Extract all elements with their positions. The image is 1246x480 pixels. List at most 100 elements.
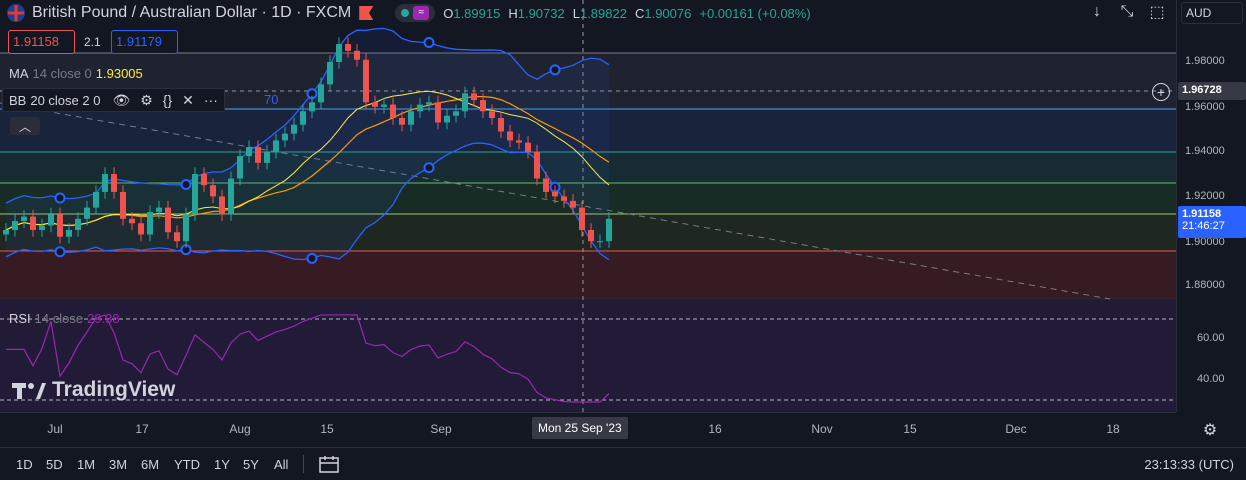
market-closed-flag-icon[interactable]	[359, 6, 374, 20]
currency-selector[interactable]: AUD	[1181, 2, 1243, 24]
range-button-5y[interactable]: 5Y	[243, 457, 259, 472]
candle	[507, 131, 513, 141]
tradingview-logo-icon	[12, 383, 46, 399]
rsi-name: RSI	[9, 311, 31, 326]
collapse-button[interactable]: ⤡	[1112, 0, 1142, 24]
candle	[273, 140, 279, 152]
ma-line	[5, 90, 610, 231]
candle	[381, 104, 387, 107]
candle	[264, 151, 270, 163]
plus-icon: +	[1156, 84, 1166, 100]
candle	[606, 218, 612, 242]
candle	[489, 111, 495, 118]
candle	[156, 207, 162, 213]
bb-anchor-point	[549, 64, 561, 76]
date-range-button[interactable]	[318, 455, 340, 475]
settings-gear-icon[interactable]: ⚙	[140, 91, 153, 108]
tradingview-watermark: TradingView	[12, 378, 175, 402]
range-button-6m[interactable]: 6M	[141, 457, 160, 472]
chart-area[interactable]: TradingView British Pound / Australian D…	[0, 0, 1176, 412]
time-tick: 17	[135, 422, 149, 436]
bb-name: BB	[9, 92, 27, 108]
currency-label: AUD	[1186, 6, 1212, 20]
status-badge[interactable]: ≈	[395, 4, 436, 22]
range-button-ytd[interactable]: YTD	[174, 457, 200, 472]
candle	[282, 133, 288, 141]
time-tick: 15	[903, 422, 917, 436]
ohlc-high: H1.90732	[508, 5, 565, 21]
symbol-title[interactable]: British Pound / Australian Dollar · 1D ·…	[32, 4, 352, 21]
bb-anchor-point	[54, 246, 66, 258]
candle	[552, 191, 558, 197]
price-tick: 1.90000	[1185, 236, 1225, 248]
range-button-1d[interactable]: 1D	[16, 457, 33, 472]
sell-button[interactable]: 1.91158	[8, 30, 75, 54]
candle	[3, 230, 9, 235]
time-tick: Jul	[47, 422, 63, 436]
candle	[48, 214, 54, 226]
price-scale[interactable]: AUD 1.98000 1.96000 1.94000 1.92000 1.90…	[1176, 0, 1246, 412]
price-chart[interactable]	[0, 0, 1176, 412]
fullscreen-button[interactable]: ⬚	[1142, 0, 1172, 24]
time-tick: 15	[320, 422, 334, 436]
candle	[228, 178, 234, 215]
bb-legend[interactable]: BB 20 close 2 0 👁 ⚙ {} ✕ ···	[2, 88, 225, 112]
scroll-down-button[interactable]: ↓	[1082, 0, 1112, 24]
range-button-1m[interactable]: 1M	[77, 457, 96, 472]
market-open-dot-icon	[401, 9, 410, 17]
remove-close-icon[interactable]: ✕	[182, 91, 194, 108]
candle	[219, 196, 225, 215]
candle	[318, 84, 324, 103]
bb-anchor-point	[180, 179, 192, 191]
candle	[192, 174, 198, 215]
time-tick: 16	[708, 422, 722, 436]
price-tick: 1.96000	[1185, 101, 1225, 113]
candle	[462, 93, 468, 112]
candle	[120, 191, 126, 219]
symbol-legend: British Pound / Australian Dollar · 1D ·…	[6, 2, 811, 24]
candle	[30, 216, 36, 230]
time-axis[interactable]: Jul 17 Aug 15 Sep 16 Nov 15 Dec 18 Mon 2…	[0, 412, 1176, 446]
candle	[444, 115, 450, 123]
range-button-1y[interactable]: 1Y	[214, 457, 230, 472]
eye-icon[interactable]: 👁	[112, 91, 131, 108]
candle	[39, 225, 45, 230]
candle	[210, 185, 216, 197]
time-tick: Dec	[1005, 422, 1027, 436]
collapse-legend-button[interactable]: ︿	[10, 117, 40, 135]
candle	[363, 59, 369, 103]
candle	[291, 124, 297, 134]
candle	[300, 111, 306, 125]
candle	[84, 207, 90, 219]
candle	[435, 102, 441, 123]
source-code-icon[interactable]: {}	[162, 92, 173, 108]
crosshair-date-badge: Mon 25 Sep '23	[532, 417, 628, 439]
candle	[372, 102, 378, 107]
data-delay-icon: ≈	[413, 6, 430, 20]
bb-anchor-point	[54, 192, 66, 204]
range-button-all[interactable]: All	[274, 457, 289, 472]
buy-button[interactable]: 1.91179	[111, 30, 178, 54]
candle	[129, 218, 135, 224]
bar-countdown: 21:46:27	[1182, 220, 1225, 232]
range-button-3m[interactable]: 3M	[109, 457, 128, 472]
add-crosshair-button[interactable]: +	[1152, 83, 1170, 101]
sell-price: 1.91158	[13, 34, 60, 49]
rsi-params: 14 close	[34, 311, 84, 326]
spread-value: 2.1	[84, 35, 101, 49]
candle	[408, 111, 414, 125]
ma-legend[interactable]: MA 14 close 0 1.93005	[9, 66, 143, 81]
range-button-5d[interactable]: 5D	[46, 457, 63, 472]
rsi-legend[interactable]: RSI 14 close 29.38	[9, 311, 120, 326]
chart-settings-button[interactable]: ⚙	[1198, 419, 1222, 441]
utc-clock[interactable]: 23:13:33 (UTC)	[1144, 457, 1234, 472]
fullscreen-icon: ⬚	[1149, 4, 1165, 21]
candle	[75, 218, 81, 230]
candle	[201, 174, 207, 186]
candle	[471, 93, 477, 101]
candle	[453, 111, 459, 116]
rsi-line	[6, 314, 610, 403]
candle	[327, 62, 333, 85]
candle	[579, 207, 585, 230]
more-options-icon[interactable]: ···	[203, 92, 218, 108]
